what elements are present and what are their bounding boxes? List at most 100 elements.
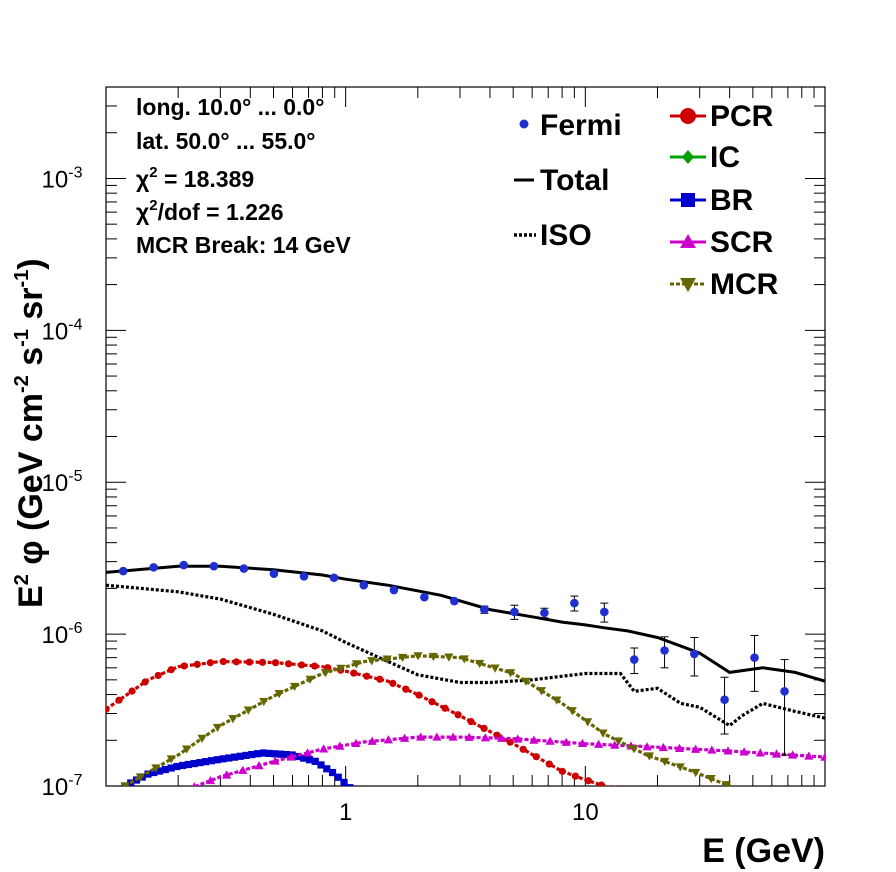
series-layer [106, 564, 825, 796]
y-axis-title: E2 φ (GeV cm-2 s-1 sr-1) [11, 258, 50, 608]
series-scr-marker [192, 782, 197, 786]
series-pcr-marker [154, 671, 162, 680]
series-scr-marker [270, 756, 280, 765]
series-mcr-marker [182, 745, 192, 754]
series-br-marker [259, 749, 267, 757]
legend-iso-label: ISO [540, 219, 592, 252]
series-mcr-marker [120, 782, 130, 786]
fermi-point [239, 564, 249, 573]
series-pcr-marker [467, 717, 475, 726]
legend: Fermi Total ISO PCR IC BR SCR [514, 100, 779, 301]
series-mcr-marker [197, 734, 207, 743]
series-mcr-marker [351, 660, 361, 669]
series-mcr-marker [675, 763, 685, 772]
series-br-marker [323, 765, 331, 773]
series-pcr-marker [389, 679, 397, 687]
series-mcr-marker [567, 707, 577, 716]
legend-total-label: Total [540, 164, 609, 197]
series-pcr-marker [402, 685, 410, 693]
legend-mcr: MCR [670, 268, 779, 301]
series-mcr-marker [644, 752, 654, 761]
series-pcr-marker [180, 662, 188, 670]
fermi-point [540, 608, 549, 618]
axis-ticks [105, 86, 826, 787]
legend-pcr: PCR [670, 100, 774, 133]
series-mcr-marker [660, 757, 670, 767]
legend-br: BR [670, 184, 754, 217]
legend-fermi-label: Fermi [540, 109, 622, 142]
series-scr-marker [302, 748, 313, 757]
series-scr-marker [335, 741, 345, 750]
series-pcr-marker [624, 789, 631, 796]
series-br-marker [219, 755, 227, 763]
y-tick-label: 10-3 [42, 164, 83, 193]
series-br-marker [196, 759, 204, 767]
fermi-point [720, 695, 729, 704]
series-mcr-marker [459, 655, 469, 664]
series-mcr-marker [691, 768, 701, 778]
fermi-point [118, 566, 128, 576]
series-mcr-marker [243, 706, 253, 715]
series-pcr-marker [232, 658, 240, 666]
series-pcr-marker [558, 767, 566, 775]
legend-iso: ISO [514, 219, 592, 252]
series-pcr-marker [311, 662, 319, 670]
series-scr-marker [174, 788, 183, 796]
series-pcr-marker [206, 659, 214, 667]
legend-br-marker [681, 193, 695, 207]
series-mcr-marker [274, 689, 284, 699]
annotation-longitude: long. 10.0° ... 0.0° [136, 94, 324, 120]
series-scr-marker [594, 739, 604, 748]
series-pcr-marker [128, 687, 136, 695]
series-mcr-marker [367, 657, 377, 666]
series-br-marker [317, 761, 325, 769]
series-br-marker [236, 752, 244, 760]
series-mcr-marker [552, 696, 562, 705]
series-mcr-marker [428, 652, 439, 662]
series-mcr-marker [228, 715, 238, 724]
y-tick-label: 10-6 [42, 620, 83, 649]
series-scr-marker [286, 752, 296, 761]
series-pcr-marker [167, 666, 175, 674]
series-br-marker [328, 768, 337, 777]
series-scr-marker [642, 742, 652, 751]
series-mcr-marker [505, 669, 516, 678]
annotation-break: MCR Break: 14 GeV [136, 232, 351, 258]
series-scr-marker [254, 761, 264, 770]
series-scr-marker [367, 736, 377, 745]
y-tick-label: 10-4 [42, 316, 83, 345]
fermi-point [600, 607, 609, 617]
series-mcr-marker [613, 737, 624, 746]
series-br-marker [340, 778, 348, 786]
series-scr-marker [577, 738, 588, 748]
series-pcr-marker [480, 724, 488, 733]
series-scr-marker [222, 770, 232, 779]
fermi-point [179, 560, 189, 570]
series-br-marker [271, 750, 279, 758]
series-mcr-marker [583, 718, 593, 727]
legend-scr: SCR [670, 226, 774, 259]
fermi-point [209, 561, 219, 571]
series-br-marker [253, 750, 262, 758]
series-pcr-marker [219, 657, 227, 666]
series-br-marker [294, 752, 302, 761]
series-scr-marker [691, 744, 701, 753]
series-scr-marker [480, 733, 491, 742]
series-pcr-marker [115, 696, 123, 704]
series-pcr-marker [571, 772, 579, 780]
series-pcr-marker [584, 777, 593, 785]
series-br-marker [311, 757, 319, 765]
tick-labels: 1 10 10-7 10-6 10-5 10-4 10-3 [42, 164, 599, 826]
fermi-point [359, 580, 369, 590]
fermi-point [660, 646, 669, 655]
fermi-point [420, 592, 429, 602]
series-br-marker [305, 756, 314, 764]
series-mcr-marker [166, 755, 176, 764]
fermi-point [690, 649, 699, 659]
series-scr-marker [545, 736, 555, 745]
series-br-marker [334, 773, 342, 781]
series-mcr-marker [382, 655, 392, 664]
series-br-marker [167, 764, 175, 772]
legend-ic-marker [682, 150, 694, 164]
series-mcr [120, 652, 733, 786]
